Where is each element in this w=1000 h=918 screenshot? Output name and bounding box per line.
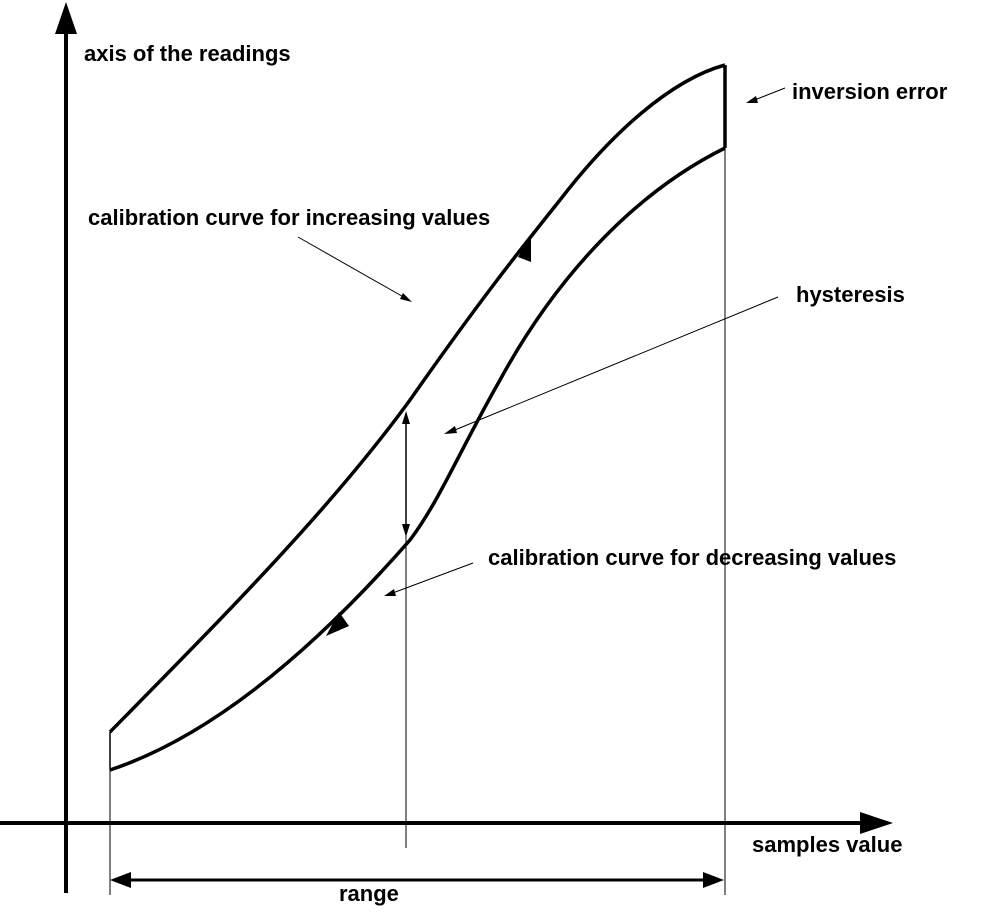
y-axis-label: axis of the readings (84, 41, 291, 66)
hysteresis-leader (449, 296, 779, 433)
hysteresis-gap-arrowhead-top (402, 411, 410, 424)
increasing-curve-leader (297, 236, 408, 300)
increasing-calibration-curve (108, 63, 726, 734)
increasing-direction-arrowhead (518, 234, 531, 262)
inversion-error-leader-head (746, 96, 758, 103)
inversion-error-leader (751, 87, 786, 102)
increasing-curve-label: calibration curve for increasing values (88, 205, 490, 230)
decreasing-direction-arrowhead (326, 612, 349, 636)
hysteresis-gap-arrowhead-bottom (402, 524, 410, 537)
decreasing-curve-leader-head (384, 589, 396, 596)
x-axis-label: samples value (752, 832, 902, 857)
y-axis-arrowhead (55, 2, 77, 34)
range-arrowhead-left (110, 872, 131, 888)
x-axis-arrowhead (860, 812, 893, 834)
decreasing-curve-leader (389, 562, 474, 595)
range-arrowhead-right (703, 872, 724, 888)
decreasing-calibration-curve (109, 146, 726, 772)
inversion-error-label: inversion error (792, 79, 948, 104)
hysteresis-label: hysteresis (796, 282, 905, 307)
decreasing-curve-label: calibration curve for decreasing values (488, 545, 896, 570)
increasing-curve-leader-head (400, 293, 412, 302)
range-label: range (339, 881, 399, 906)
hysteresis-leader-head (444, 426, 457, 434)
